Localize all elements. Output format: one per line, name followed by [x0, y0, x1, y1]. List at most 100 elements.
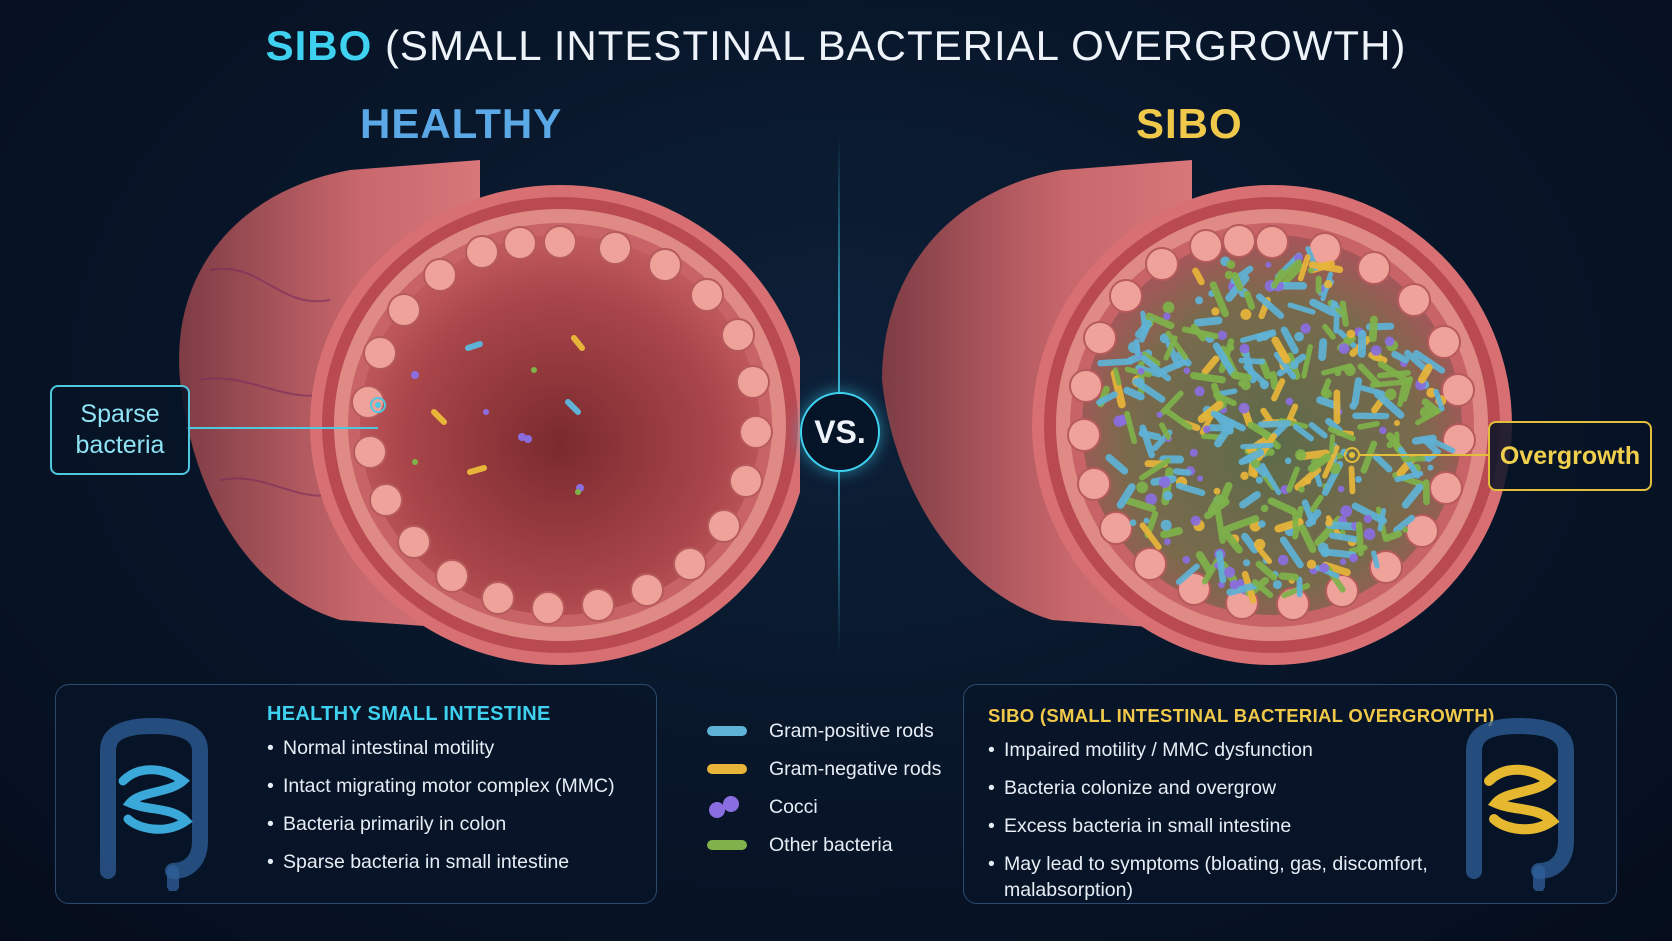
bacterium	[1164, 408, 1193, 431]
blue-rod-icon	[707, 726, 747, 736]
bacterium	[1163, 490, 1173, 501]
bacterium	[1139, 457, 1171, 481]
bacterium	[1212, 342, 1236, 377]
bacterium	[1229, 579, 1240, 590]
bacterium	[1113, 367, 1122, 386]
overgrowth-callout: Overgrowth	[1488, 421, 1652, 491]
healthy-callout-line	[186, 427, 378, 429]
list-item: Excess bacteria in small intestine	[988, 813, 1428, 839]
bacterium	[1239, 491, 1261, 509]
bacterium	[1360, 440, 1378, 474]
bacterium	[1402, 526, 1409, 533]
bacterium	[1317, 542, 1329, 554]
legend-label: Gram-negative rods	[769, 757, 942, 780]
bacterium	[1319, 563, 1329, 573]
list-item: Bacteria colonize and overgrow	[988, 775, 1428, 801]
bacterium	[1401, 376, 1414, 402]
legend-label: Gram-positive rods	[769, 719, 934, 742]
bacterium	[1386, 441, 1393, 449]
bacterium	[1421, 398, 1440, 414]
list-item: May lead to symptoms (bloating, gas, dis…	[988, 851, 1428, 903]
bacterium	[1433, 388, 1445, 412]
list-item: Sparse bacteria in small intestine	[267, 849, 615, 875]
bacterium	[1377, 508, 1387, 532]
bacterium	[1338, 343, 1350, 354]
bacterium	[1160, 526, 1183, 539]
bacterium	[1384, 388, 1397, 401]
bacterium	[1309, 298, 1337, 317]
bacterium	[1214, 509, 1226, 544]
bacterium	[1258, 520, 1266, 528]
bacterium	[1193, 316, 1223, 327]
bacterium	[1181, 326, 1219, 340]
bacterium	[1260, 463, 1282, 496]
sibo-colon-icon	[1466, 717, 1574, 891]
bacterium	[1145, 312, 1175, 330]
bacterium	[1322, 388, 1332, 399]
legend-item-gram-positive: Gram-positive rods	[705, 712, 941, 750]
bacterium	[1290, 360, 1299, 370]
bacterium	[1129, 519, 1137, 527]
bacterium	[1351, 377, 1363, 407]
bacterium	[1189, 448, 1198, 457]
bacterium	[1096, 391, 1118, 406]
legend-label: Other bacteria	[769, 833, 893, 856]
bacterium	[1351, 502, 1387, 525]
bacterium	[1226, 260, 1236, 270]
bacterium	[1243, 559, 1251, 567]
bacterium	[1325, 521, 1360, 531]
bacterium	[1228, 344, 1235, 351]
bacterium	[1223, 530, 1243, 554]
bacterium	[1238, 402, 1250, 414]
bacterium	[1310, 494, 1324, 513]
bacterium	[1230, 371, 1252, 382]
bacterium	[1257, 420, 1291, 428]
title-rest: (SMALL INTESTINAL BACTERIAL OVERGROWTH)	[384, 22, 1407, 69]
bacterium	[1391, 350, 1410, 364]
bacterium	[1159, 422, 1171, 440]
list-item: Impaired motility / MMC dysfunction	[988, 737, 1428, 763]
sibo-panel-list: Impaired motility / MMC dysfunction Bact…	[988, 737, 1428, 915]
bacterium	[1292, 423, 1314, 442]
bacterium	[1297, 254, 1311, 282]
bacterium	[1172, 468, 1192, 476]
green-rod-icon	[707, 840, 747, 850]
bacterium	[1300, 323, 1311, 334]
bacterium	[1145, 493, 1157, 506]
bacterium	[1298, 486, 1305, 493]
sparse-bacteria-callout: Sparse bacteria	[50, 385, 190, 475]
title-accent: SIBO	[265, 22, 373, 69]
bacterium	[1429, 437, 1456, 454]
bacterium	[1267, 497, 1297, 515]
bacterium	[1222, 515, 1260, 533]
bacterium	[1285, 397, 1294, 406]
bacterium	[1278, 572, 1299, 581]
bacterium	[1368, 351, 1388, 364]
purple-cocci-icon	[709, 796, 739, 818]
bacterium	[1346, 329, 1356, 339]
legend-label: Cocci	[769, 795, 818, 818]
bacterium	[1158, 476, 1171, 488]
bacterium	[1240, 308, 1252, 320]
bacterium	[1211, 307, 1220, 316]
bacterium	[1197, 400, 1224, 423]
bacterium	[1348, 465, 1356, 495]
bacterium	[1164, 538, 1171, 546]
bacterium	[1328, 433, 1336, 455]
bacterium	[1239, 343, 1250, 354]
bacterium	[1183, 367, 1191, 374]
bacterium	[1307, 453, 1332, 473]
bacterium	[1213, 392, 1237, 407]
bacterium	[1427, 464, 1434, 471]
healthy-panel-list: Normal intestinal motility Intact migrat…	[267, 735, 615, 887]
bacterium	[1286, 466, 1300, 493]
bacterium	[1204, 498, 1230, 520]
bacterium	[1197, 475, 1204, 482]
bacterium	[1262, 473, 1276, 491]
bacterium	[1136, 481, 1149, 494]
healthy-heading: HEALTHY	[360, 100, 563, 147]
bacterium	[1337, 485, 1345, 493]
bacterium	[1140, 354, 1172, 382]
list-item: Bacteria primarily in colon	[267, 811, 615, 837]
bacterium	[1162, 301, 1175, 314]
